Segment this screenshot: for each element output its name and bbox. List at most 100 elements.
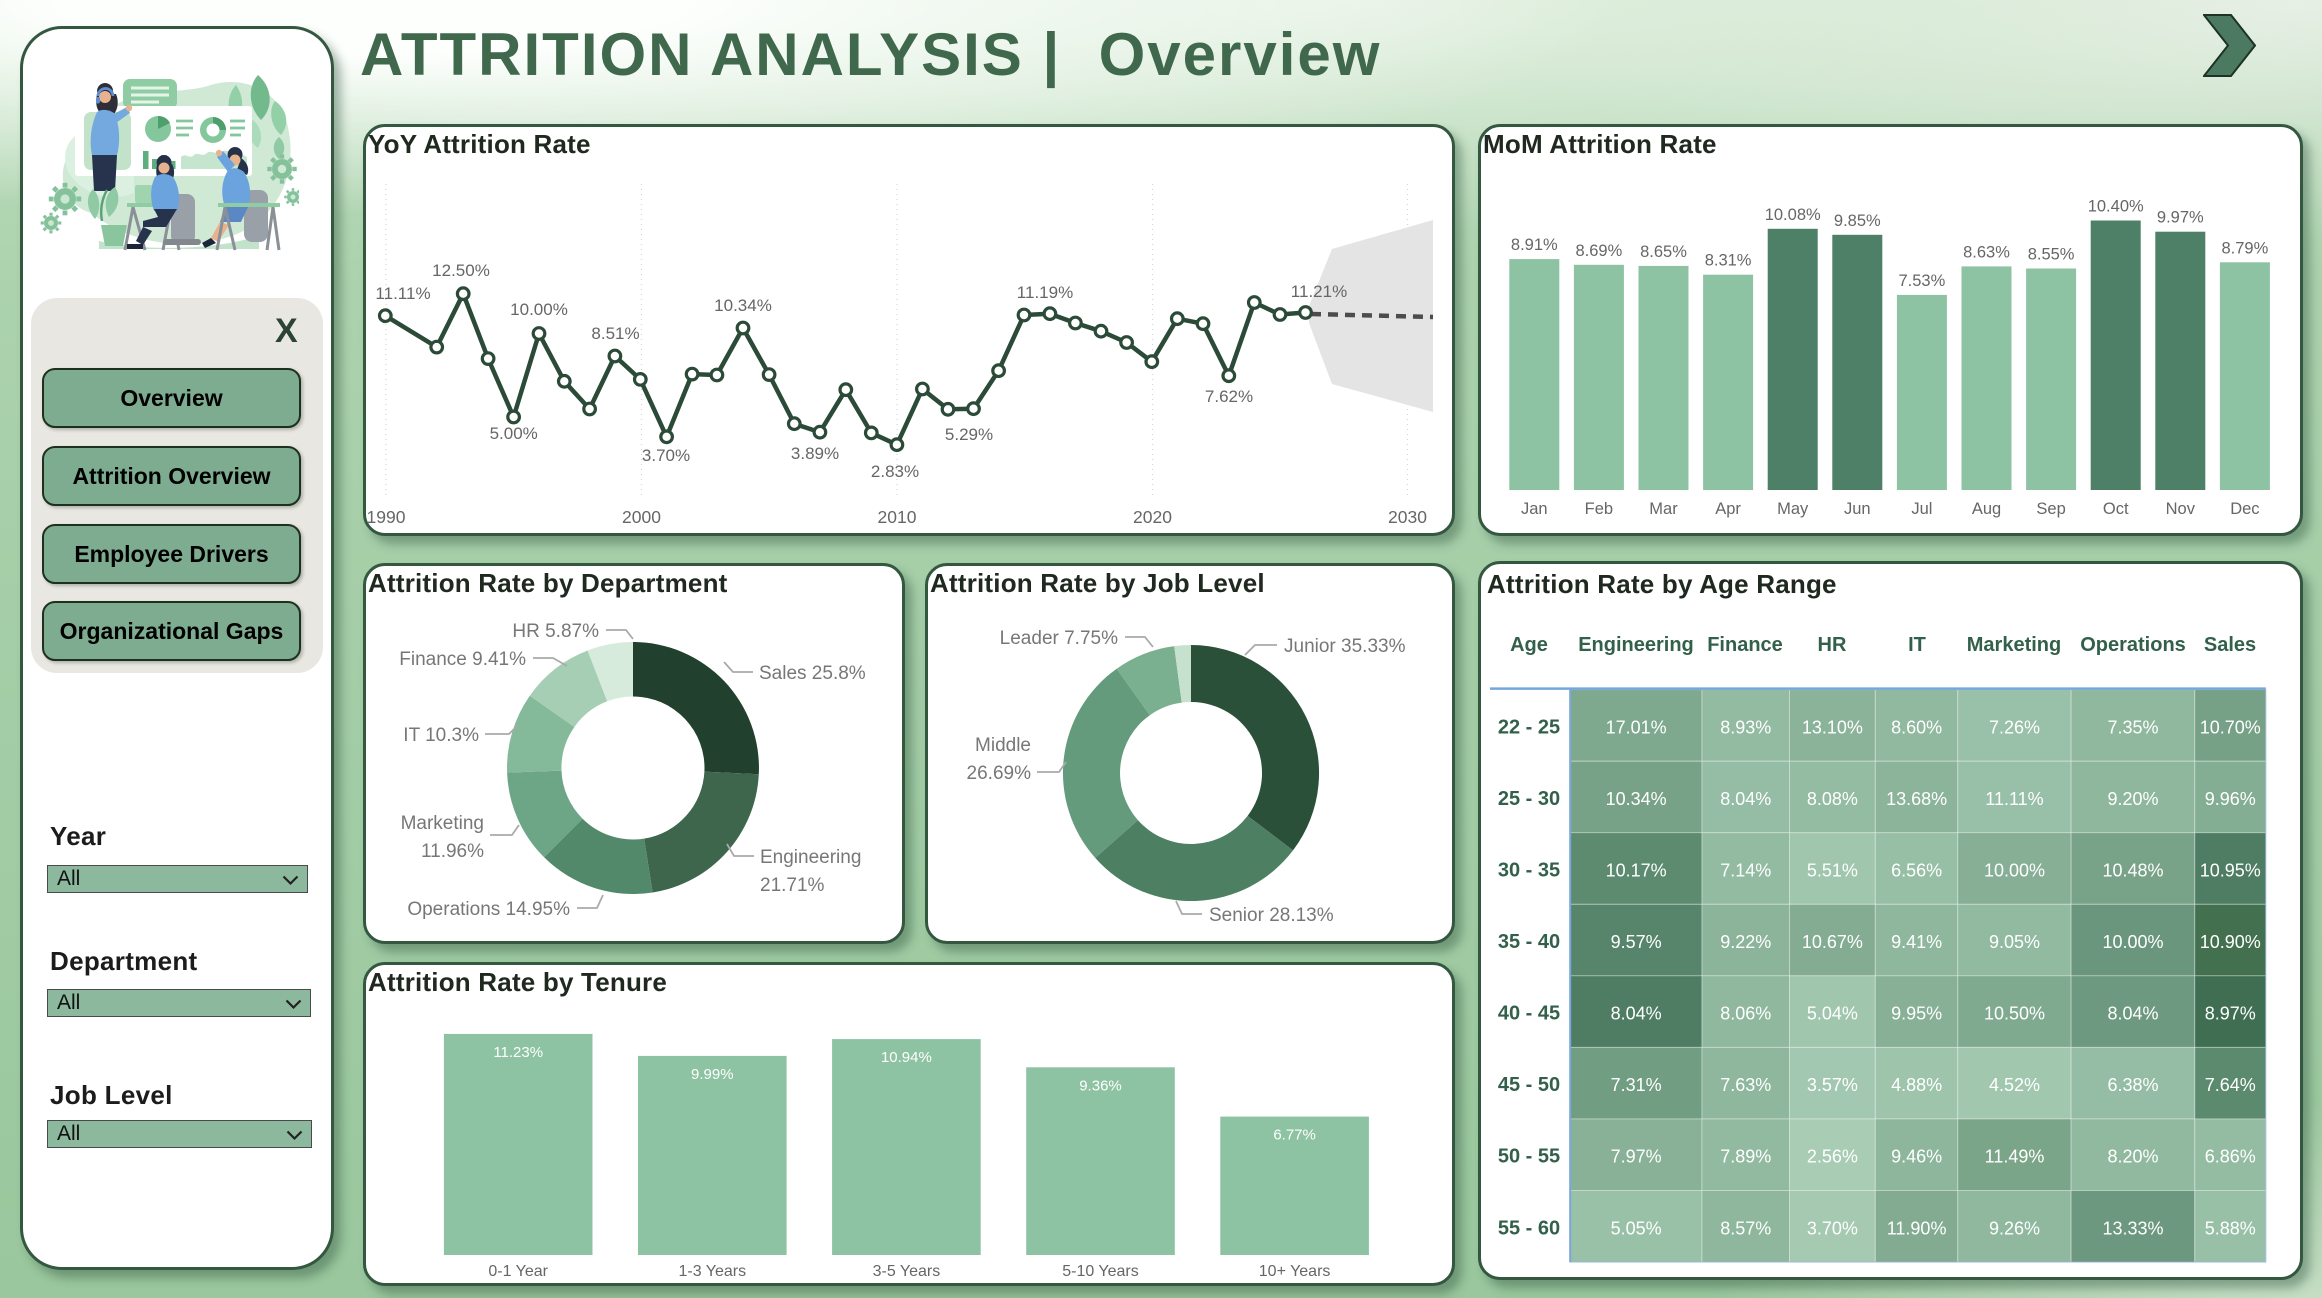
svg-text:6.77%: 6.77% — [1273, 1127, 1316, 1144]
svg-text:Sales: Sales — [2204, 634, 2256, 656]
svg-text:17.01%: 17.01% — [1606, 717, 1667, 737]
svg-text:7.26%: 7.26% — [1989, 717, 2040, 737]
svg-text:8.04%: 8.04% — [1611, 1004, 1662, 1024]
svg-text:Operations 14.95%: Operations 14.95% — [407, 899, 570, 920]
svg-text:8.57%: 8.57% — [1720, 1218, 1771, 1238]
svg-text:Apr: Apr — [1715, 500, 1741, 518]
svg-text:1-3 Years: 1-3 Years — [678, 1263, 746, 1280]
svg-text:7.97%: 7.97% — [1611, 1147, 1662, 1167]
svg-text:2010: 2010 — [878, 507, 917, 527]
svg-text:7.89%: 7.89% — [1720, 1147, 1771, 1167]
svg-text:9.36%: 9.36% — [1079, 1077, 1122, 1094]
svg-text:3.57%: 3.57% — [1807, 1075, 1858, 1095]
svg-text:7.53%: 7.53% — [1899, 272, 1946, 290]
svg-text:10.00%: 10.00% — [1984, 861, 2045, 881]
svg-text:Dec: Dec — [2230, 500, 2259, 518]
svg-text:9.96%: 9.96% — [2205, 789, 2256, 809]
svg-text:4.88%: 4.88% — [1891, 1075, 1942, 1095]
svg-text:7.64%: 7.64% — [2205, 1075, 2256, 1095]
svg-text:40 - 45: 40 - 45 — [1498, 1003, 1560, 1025]
svg-text:25 - 30: 25 - 30 — [1498, 788, 1560, 810]
svg-text:May: May — [1777, 500, 1809, 518]
svg-text:HR 5.87%: HR 5.87% — [512, 621, 599, 642]
svg-text:7.31%: 7.31% — [1611, 1075, 1662, 1095]
svg-text:13.10%: 13.10% — [1802, 717, 1863, 737]
svg-text:9.97%: 9.97% — [2157, 209, 2204, 227]
svg-text:6.38%: 6.38% — [2107, 1075, 2158, 1095]
svg-text:10.94%: 10.94% — [881, 1049, 932, 1066]
svg-text:13.33%: 13.33% — [2102, 1218, 2163, 1238]
svg-text:Sales 25.8%: Sales 25.8% — [759, 663, 866, 684]
svg-text:10.00%: 10.00% — [2102, 932, 2163, 952]
svg-text:9.99%: 9.99% — [691, 1066, 734, 1083]
svg-text:2030: 2030 — [1388, 507, 1427, 527]
svg-text:3-5 Years: 3-5 Years — [873, 1263, 941, 1280]
svg-text:30 - 35: 30 - 35 — [1498, 860, 1560, 882]
svg-text:8.20%: 8.20% — [2107, 1147, 2158, 1167]
svg-text:10.70%: 10.70% — [2200, 717, 2261, 737]
svg-text:9.41%: 9.41% — [1891, 932, 1942, 952]
svg-text:5.00%: 5.00% — [490, 424, 538, 443]
svg-text:2020: 2020 — [1133, 507, 1172, 527]
svg-text:9.05%: 9.05% — [1989, 932, 2040, 952]
svg-text:11.21%: 11.21% — [1291, 282, 1347, 301]
svg-text:3.70%: 3.70% — [1807, 1218, 1858, 1238]
svg-text:8.91%: 8.91% — [1511, 236, 1558, 254]
svg-text:9.46%: 9.46% — [1891, 1147, 1942, 1167]
svg-text:50 - 55: 50 - 55 — [1498, 1146, 1560, 1168]
svg-text:22 - 25: 22 - 25 — [1498, 716, 1560, 738]
svg-text:8.31%: 8.31% — [1705, 252, 1752, 270]
svg-text:13.68%: 13.68% — [1886, 789, 1947, 809]
svg-text:2.56%: 2.56% — [1807, 1147, 1858, 1167]
svg-text:Operations: Operations — [2080, 634, 2186, 656]
svg-text:12.50%: 12.50% — [432, 261, 490, 280]
svg-text:Mar: Mar — [1649, 500, 1678, 518]
svg-text:6.56%: 6.56% — [1891, 861, 1942, 881]
svg-text:5.88%: 5.88% — [2205, 1218, 2256, 1238]
svg-text:9.22%: 9.22% — [1720, 932, 1771, 952]
svg-text:10.67%: 10.67% — [1802, 932, 1863, 952]
svg-text:Marketing: Marketing — [401, 813, 484, 834]
svg-text:9.95%: 9.95% — [1891, 1004, 1942, 1024]
svg-text:10.08%: 10.08% — [1765, 206, 1821, 224]
svg-text:11.90%: 11.90% — [1887, 1218, 1947, 1238]
svg-text:9.26%: 9.26% — [1989, 1218, 2040, 1238]
svg-text:Nov: Nov — [2166, 500, 2196, 518]
svg-text:7.62%: 7.62% — [1205, 387, 1253, 406]
svg-text:11.23%: 11.23% — [493, 1044, 543, 1061]
svg-text:2.83%: 2.83% — [871, 462, 919, 481]
svg-text:10.50%: 10.50% — [1984, 1004, 2045, 1024]
svg-text:5.04%: 5.04% — [1807, 1004, 1858, 1024]
svg-text:45 - 50: 45 - 50 — [1498, 1074, 1560, 1096]
svg-text:8.06%: 8.06% — [1720, 1004, 1771, 1024]
svg-text:8.79%: 8.79% — [2222, 239, 2269, 257]
svg-text:35 - 40: 35 - 40 — [1498, 931, 1560, 953]
svg-text:3.89%: 3.89% — [791, 444, 839, 463]
svg-text:8.51%: 8.51% — [591, 324, 639, 343]
svg-text:8.63%: 8.63% — [1963, 243, 2010, 261]
svg-text:Sep: Sep — [2036, 500, 2065, 518]
svg-text:Oct: Oct — [2103, 500, 2129, 518]
svg-text:IT 10.3%: IT 10.3% — [403, 725, 479, 746]
svg-text:11.11%: 11.11% — [375, 284, 430, 303]
svg-text:Senior 28.13%: Senior 28.13% — [1209, 905, 1334, 926]
svg-text:Jan: Jan — [1521, 500, 1548, 518]
svg-text:55 - 60: 55 - 60 — [1498, 1217, 1560, 1239]
svg-text:Marketing: Marketing — [1967, 634, 2061, 656]
svg-text:10.95%: 10.95% — [2200, 861, 2261, 881]
svg-text:10+ Years: 10+ Years — [1259, 1263, 1331, 1280]
svg-text:10.00%: 10.00% — [510, 300, 568, 319]
svg-text:9.57%: 9.57% — [1611, 932, 1662, 952]
svg-text:5-10 Years: 5-10 Years — [1062, 1263, 1139, 1280]
svg-text:Engineering: Engineering — [760, 847, 861, 868]
svg-text:Middle: Middle — [975, 735, 1031, 756]
svg-text:8.04%: 8.04% — [1720, 789, 1771, 809]
svg-text:10.34%: 10.34% — [714, 296, 772, 315]
svg-text:4.52%: 4.52% — [1989, 1075, 2040, 1095]
svg-text:21.71%: 21.71% — [760, 875, 825, 896]
svg-text:Finance 9.41%: Finance 9.41% — [399, 649, 526, 670]
svg-text:Aug: Aug — [1972, 500, 2001, 518]
svg-text:7.63%: 7.63% — [1720, 1075, 1771, 1095]
svg-text:5.05%: 5.05% — [1611, 1218, 1662, 1238]
svg-text:Finance: Finance — [1707, 634, 1783, 656]
